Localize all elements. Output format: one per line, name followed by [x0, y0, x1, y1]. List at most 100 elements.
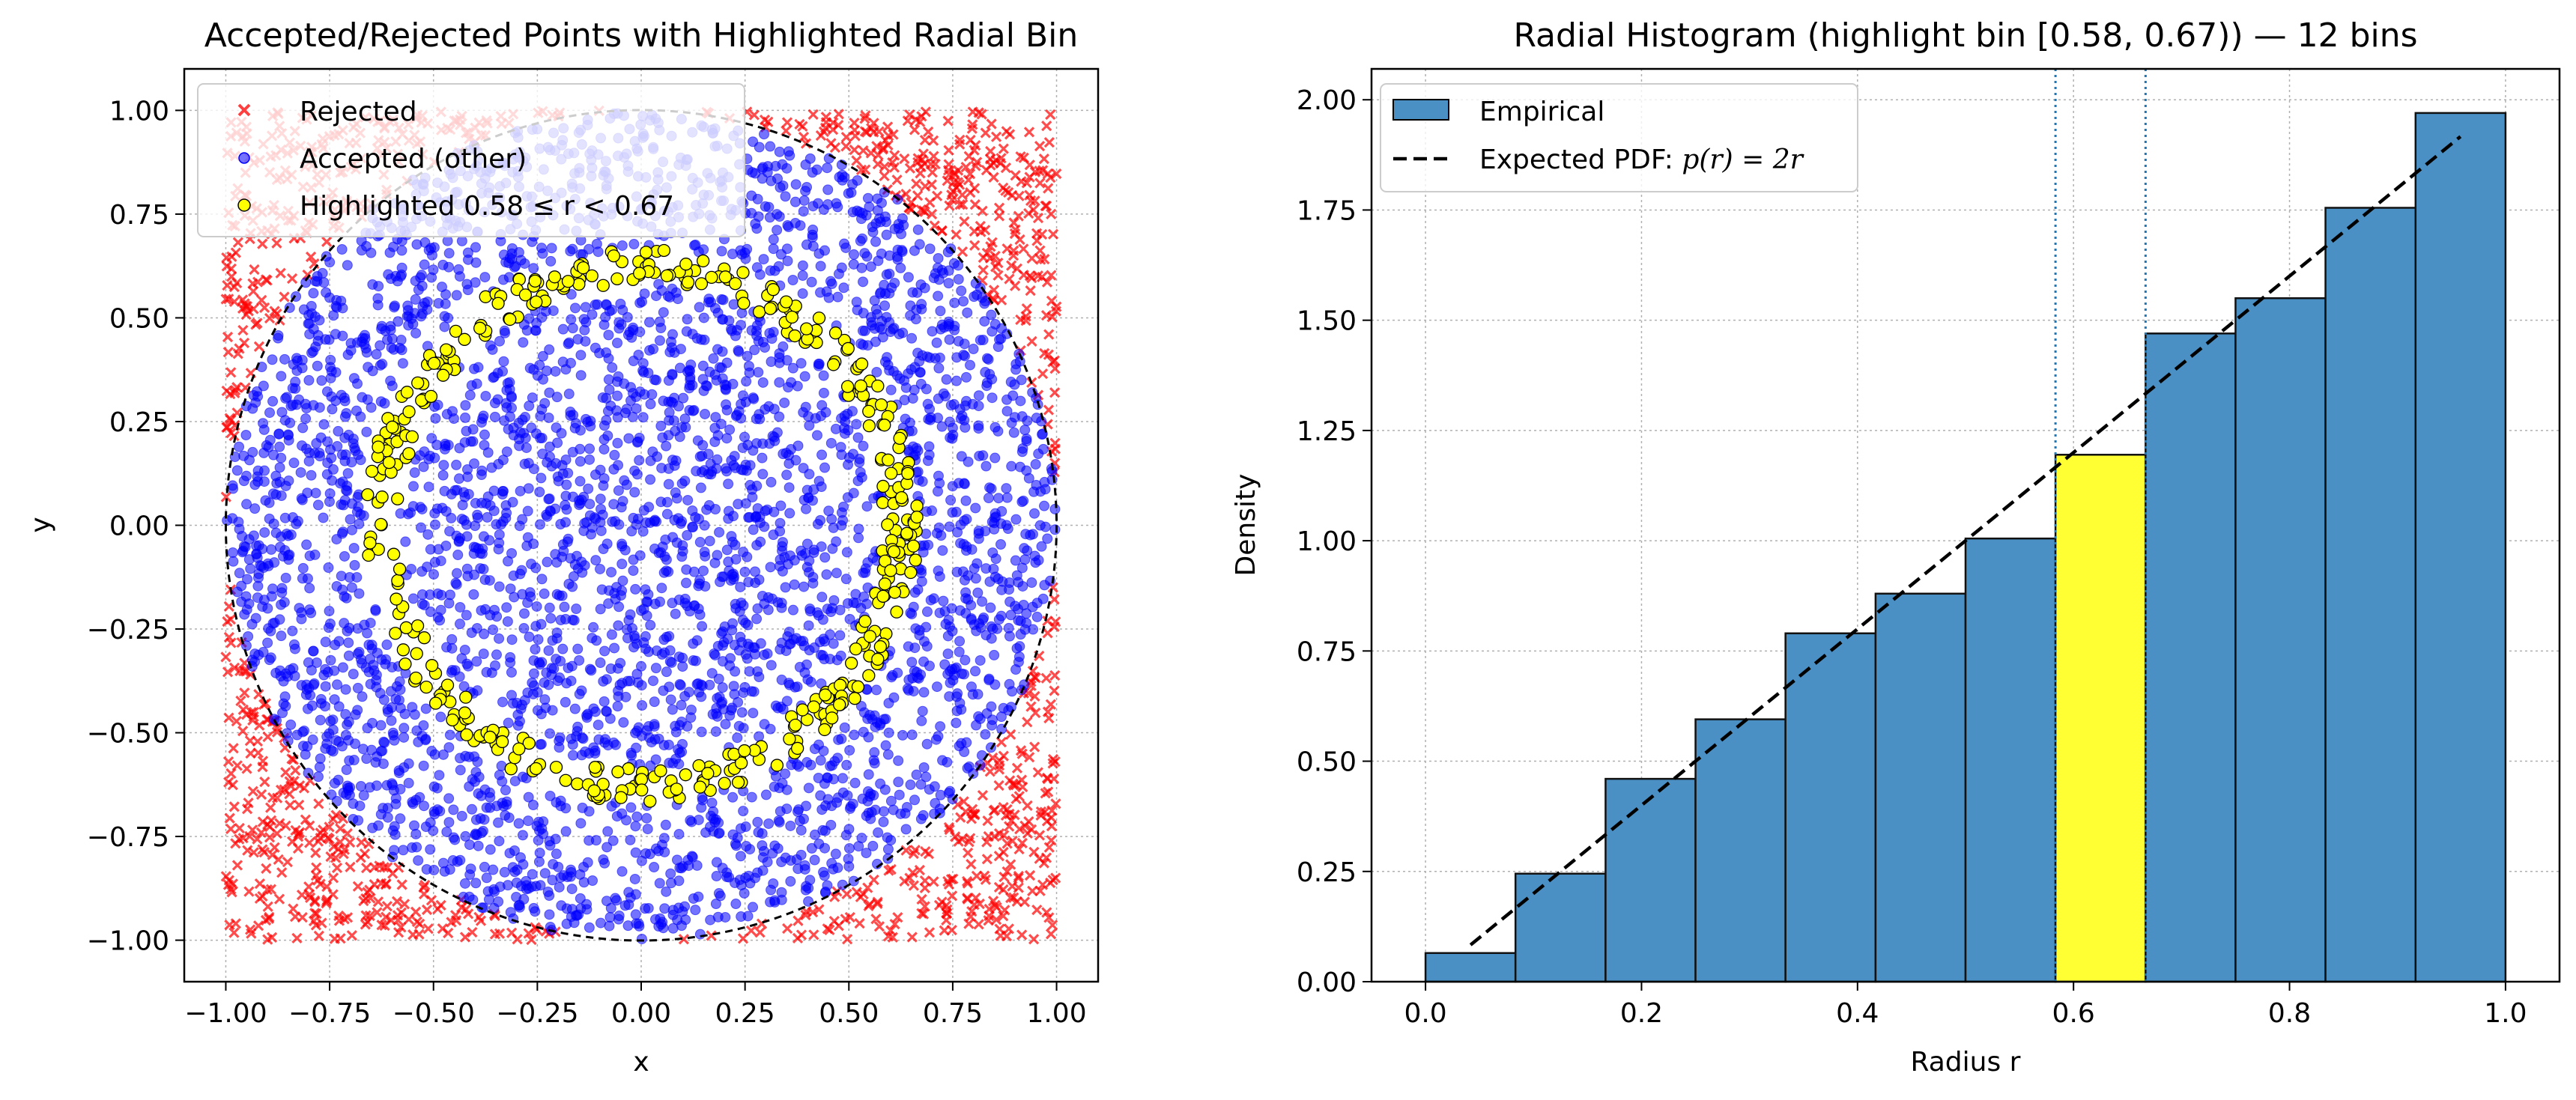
accepted-point [625, 892, 636, 903]
accepted-point [1015, 395, 1026, 407]
accepted-point [815, 287, 826, 298]
accepted-point [859, 248, 870, 259]
accepted-point [867, 714, 878, 725]
rejected-point [873, 126, 885, 137]
rejected-point [1037, 368, 1049, 380]
rejected-point [1020, 311, 1031, 322]
accepted-point [531, 821, 542, 832]
accepted-point [779, 397, 790, 408]
rejected-point [967, 119, 978, 130]
accepted-point [645, 619, 656, 630]
rejected-point [282, 856, 293, 868]
accepted-point [665, 396, 676, 407]
accepted-point [974, 450, 985, 461]
rejected-point [942, 175, 953, 186]
rejected-point [324, 833, 335, 845]
accepted-point [345, 514, 356, 525]
accepted-point [375, 396, 387, 407]
rejected-point [985, 241, 996, 252]
accepted-point [677, 661, 688, 672]
accepted-point [792, 681, 803, 693]
accepted-point [598, 696, 610, 707]
rejected-point [1032, 212, 1044, 224]
accepted-point [530, 325, 541, 336]
accepted-point [636, 680, 647, 691]
accepted-point [819, 245, 831, 256]
accepted-point [817, 650, 828, 661]
accepted-point [640, 848, 652, 859]
highlighted-point [884, 564, 897, 577]
accepted-point [440, 298, 451, 309]
accepted-point [291, 399, 302, 410]
accepted-point [504, 411, 515, 422]
rejected-point [275, 267, 286, 279]
accepted-point [423, 481, 434, 493]
accepted-point [369, 665, 380, 676]
accepted-point [949, 297, 960, 309]
accepted-point [720, 719, 731, 730]
accepted-point [828, 638, 839, 649]
accepted-point [451, 530, 462, 541]
scatter-title: Accepted/Rejected Points with Highlighte… [204, 16, 1079, 55]
rejected-point [1027, 885, 1038, 896]
rejected-point [1017, 781, 1028, 793]
highlighted-point [572, 277, 586, 291]
rejected-point [362, 917, 373, 928]
rejected-point [941, 914, 952, 926]
accepted-point [803, 783, 814, 794]
accepted-point [882, 832, 893, 843]
accepted-point [626, 526, 637, 537]
accepted-point [1049, 524, 1061, 535]
accepted-point [966, 614, 977, 625]
accepted-point [775, 526, 786, 537]
accepted-point [1010, 664, 1022, 675]
accepted-point [1005, 377, 1016, 388]
highlighted-point [854, 379, 867, 392]
accepted-point [694, 574, 706, 586]
accepted-point [593, 246, 604, 258]
rejected-point [748, 109, 760, 121]
accepted-point [234, 568, 245, 579]
accepted-point [1028, 508, 1040, 519]
accepted-point [680, 914, 691, 926]
accepted-point [506, 253, 518, 264]
rejected-point [870, 914, 882, 925]
accepted-point [755, 536, 766, 547]
rejected-point [232, 237, 243, 248]
accepted-point [690, 511, 701, 523]
accepted-point [276, 371, 287, 382]
accepted-point [370, 605, 381, 616]
accepted-point [519, 258, 530, 269]
highlighted-point [887, 545, 901, 559]
accepted-point [881, 269, 892, 280]
accepted-point [1019, 425, 1031, 436]
accepted-point [955, 519, 966, 530]
accepted-point [760, 201, 771, 212]
accepted-point [616, 559, 628, 570]
accepted-point [665, 694, 676, 705]
accepted-point [321, 738, 333, 750]
accepted-point [609, 449, 620, 461]
rejected-point [324, 821, 335, 833]
accepted-point [684, 404, 695, 416]
rejected-point [966, 906, 978, 917]
rejected-point [378, 862, 390, 873]
accepted-point [987, 623, 998, 634]
accepted-point [748, 708, 759, 719]
accepted-point [336, 295, 347, 306]
highlighted-point [561, 275, 575, 288]
accepted-point [462, 285, 473, 296]
rejected-point [1035, 254, 1046, 265]
accepted-point [324, 618, 336, 629]
rejected-point [900, 188, 912, 200]
accepted-point [924, 243, 936, 255]
accepted-point [555, 655, 566, 666]
accepted-point [780, 768, 791, 780]
rejected-point [1024, 270, 1036, 282]
accepted-point [1001, 394, 1013, 405]
highlighted-point [374, 517, 388, 532]
accepted-point [413, 284, 424, 295]
accepted-point [352, 682, 363, 693]
rejected-point [978, 264, 989, 276]
accepted-point [544, 387, 555, 398]
